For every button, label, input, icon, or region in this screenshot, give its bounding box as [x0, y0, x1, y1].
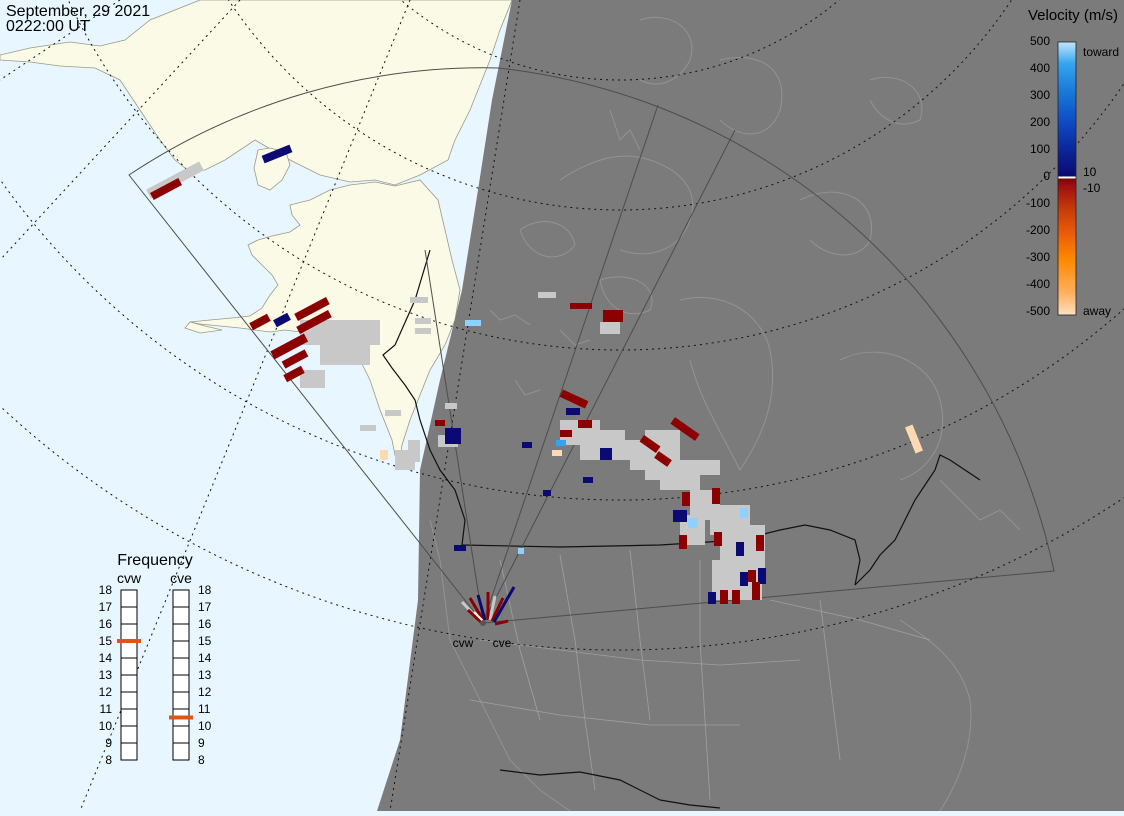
small-negative-label: -10: [1083, 181, 1101, 195]
political-borders: [469, 549, 931, 801]
velocity-tick-label: 400: [1030, 61, 1050, 75]
frequency-tick-left: 9: [105, 736, 112, 750]
frequency-tick-left: 17: [99, 600, 113, 614]
frequency-tick-right: 15: [198, 634, 212, 648]
frequency-title: Frequency: [117, 552, 193, 569]
velocity-tick-label: 200: [1030, 115, 1050, 129]
frequency-tick-right: 10: [198, 719, 212, 733]
radar-site-marker: [480, 620, 486, 626]
radar-label-cvw: cvw: [453, 636, 474, 650]
velocity-tick-label: 100: [1030, 142, 1050, 156]
frequency-tick-left: 8: [105, 753, 112, 767]
radar-label-cve: cve: [493, 636, 512, 650]
frequency-panel: Frequency cvw cve 18 18 17 17 16 16 15 15 14 14 13…: [99, 552, 212, 767]
frequency-ladders: 18 18 17 17 16 16 15 15 14 14 13 13 12 12 11 11 10 10 9 9 8 8: [99, 583, 212, 767]
frequency-tick-right: 12: [198, 685, 212, 699]
night-region: [377, 0, 1124, 811]
colorbar-gradient: [1057, 41, 1077, 316]
frequency-tick-left: 11: [100, 702, 113, 716]
velocity-tick-label: -300: [1026, 250, 1050, 264]
frequency-tick-right: 13: [198, 668, 212, 682]
velocity-cells: [149, 144, 923, 604]
selected-frequency-marker-cve: [169, 715, 193, 720]
frequency-tick-right: 16: [198, 617, 212, 631]
away-label: away: [1083, 304, 1111, 318]
frequency-tick-left: 15: [99, 634, 113, 648]
frequency-tick-right: 9: [198, 736, 205, 750]
velocity-tick-label: -200: [1026, 223, 1050, 237]
frequency-tick-left: 12: [99, 685, 113, 699]
frequency-tick-left: 10: [99, 719, 113, 733]
velocity-tick-label: -100: [1026, 196, 1050, 210]
near-range-cells: [460, 586, 516, 626]
frequency-tick-left: 16: [99, 617, 113, 631]
velocity-scale-title: Velocity (m/s): [1028, 7, 1118, 24]
date-label: September, 29 2021: [6, 3, 150, 20]
frequency-tick-right: 17: [198, 600, 212, 614]
frequency-tick-right: 11: [198, 702, 211, 716]
country-borders: [382, 249, 981, 809]
frequency-tick-right: 18: [198, 583, 212, 597]
colorbar-tick-labels: 500 400 300 200 100 0 -100 -200 -300 -400 -500: [1026, 34, 1050, 318]
velocity-tick-label: -400: [1026, 277, 1050, 291]
velocity-tick-label: -500: [1026, 304, 1050, 318]
velocity-tick-label: 300: [1030, 88, 1050, 102]
selected-frequency-marker-cvw: [117, 639, 141, 643]
frequency-tick-left: 14: [99, 651, 113, 665]
velocity-colorbar: Velocity (m/s) 500 400 300 200 100 0 -100 -200 -…: [1026, 7, 1119, 318]
frequency-left-label: cvw: [117, 570, 142, 586]
small-positive-label: 10: [1083, 165, 1097, 179]
frequency-tick-left: 18: [99, 583, 113, 597]
velocity-tick-label: 500: [1030, 34, 1050, 48]
time-label: 0222:00 UT: [6, 18, 90, 35]
night-coastlines: [429, 16, 1021, 812]
frequency-tick-left: 13: [99, 668, 113, 682]
toward-label: toward: [1083, 45, 1119, 59]
frequency-tick-right: 8: [198, 753, 205, 767]
frequency-right-label: cve: [170, 570, 192, 586]
frequency-tick-right: 14: [198, 651, 212, 665]
velocity-tick-label: 0: [1043, 169, 1050, 183]
